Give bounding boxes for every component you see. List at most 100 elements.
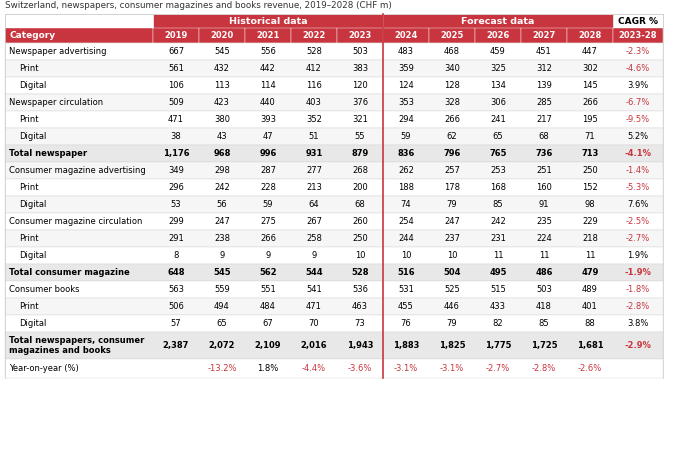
Text: Consumer magazine advertising: Consumer magazine advertising: [9, 166, 146, 175]
Text: 525: 525: [444, 285, 460, 294]
Text: 648: 648: [167, 268, 185, 277]
Text: -1.9%: -1.9%: [624, 268, 652, 277]
Text: 242: 242: [490, 217, 506, 226]
Text: 213: 213: [306, 183, 322, 192]
Text: 5.2%: 5.2%: [627, 132, 649, 141]
Bar: [5, 264, 663, 281]
Text: 291: 291: [168, 234, 184, 243]
Text: 418: 418: [536, 302, 552, 311]
Text: 275: 275: [260, 217, 276, 226]
Text: 468: 468: [444, 47, 460, 56]
Text: 266: 266: [582, 98, 598, 107]
Bar: [383, 14, 613, 28]
Text: 836: 836: [398, 149, 414, 158]
Text: 250: 250: [352, 234, 368, 243]
Text: 736: 736: [536, 149, 553, 158]
Text: 277: 277: [306, 166, 322, 175]
Bar: [5, 145, 663, 162]
Text: 224: 224: [536, 234, 552, 243]
Text: 251: 251: [536, 166, 552, 175]
Text: 353: 353: [398, 98, 414, 107]
Text: 7.6%: 7.6%: [627, 200, 649, 209]
Text: 287: 287: [260, 166, 276, 175]
Text: 294: 294: [398, 115, 414, 124]
Text: 134: 134: [490, 81, 506, 90]
Text: Category: Category: [10, 31, 56, 40]
Text: 8: 8: [174, 251, 178, 260]
Bar: [383, 28, 429, 43]
Text: 349: 349: [168, 166, 184, 175]
Bar: [5, 60, 663, 77]
Text: 152: 152: [582, 183, 598, 192]
Text: 268: 268: [352, 166, 368, 175]
Text: Total newspaper: Total newspaper: [9, 149, 87, 158]
Bar: [5, 179, 663, 196]
Bar: [567, 28, 613, 43]
Text: 228: 228: [260, 183, 276, 192]
Text: 64: 64: [309, 200, 319, 209]
Bar: [5, 230, 663, 247]
Text: 9: 9: [219, 251, 225, 260]
Bar: [5, 77, 663, 94]
Bar: [5, 213, 663, 230]
Text: 120: 120: [352, 81, 368, 90]
Text: 79: 79: [447, 200, 457, 209]
Text: 76: 76: [400, 319, 412, 328]
Text: -2.7%: -2.7%: [486, 364, 510, 373]
Text: 285: 285: [536, 98, 552, 107]
Text: 178: 178: [444, 183, 460, 192]
Text: 10: 10: [447, 251, 457, 260]
Bar: [429, 28, 475, 43]
Text: Print: Print: [19, 234, 38, 243]
Text: -2.5%: -2.5%: [626, 217, 650, 226]
Bar: [153, 28, 199, 43]
Bar: [5, 359, 663, 378]
Text: 503: 503: [352, 47, 368, 56]
Text: Digital: Digital: [19, 81, 46, 90]
Text: 2,387: 2,387: [163, 341, 189, 350]
Text: 879: 879: [351, 149, 369, 158]
Bar: [521, 28, 567, 43]
Text: 376: 376: [352, 98, 368, 107]
Text: 1,681: 1,681: [577, 341, 603, 350]
Text: 168: 168: [490, 183, 506, 192]
Text: 85: 85: [539, 319, 550, 328]
Text: -2.9%: -2.9%: [624, 341, 652, 350]
Text: 463: 463: [352, 302, 368, 311]
Text: 2028: 2028: [578, 31, 601, 40]
Text: 3.9%: 3.9%: [627, 81, 649, 90]
Text: Digital: Digital: [19, 251, 46, 260]
Text: 298: 298: [214, 166, 230, 175]
Text: Total consumer magazine: Total consumer magazine: [9, 268, 130, 277]
Text: 217: 217: [536, 115, 552, 124]
Text: 10: 10: [355, 251, 365, 260]
Text: CAGR %: CAGR %: [618, 17, 658, 26]
Bar: [5, 28, 153, 43]
Bar: [475, 28, 521, 43]
Text: 237: 237: [444, 234, 460, 243]
Text: 128: 128: [444, 81, 460, 90]
Text: 114: 114: [260, 81, 276, 90]
Text: 2020: 2020: [211, 31, 234, 40]
Text: Year-on-year (%): Year-on-year (%): [9, 364, 78, 373]
Text: 258: 258: [306, 234, 322, 243]
Bar: [613, 14, 663, 28]
Text: 65: 65: [493, 132, 503, 141]
Text: 9: 9: [265, 251, 271, 260]
Text: Consumer magazine circulation: Consumer magazine circulation: [9, 217, 142, 226]
Text: 59: 59: [262, 200, 273, 209]
Text: 321: 321: [352, 115, 368, 124]
Text: 38: 38: [171, 132, 181, 141]
Text: 528: 528: [306, 47, 322, 56]
Text: 479: 479: [581, 268, 598, 277]
Bar: [291, 28, 337, 43]
Text: 515: 515: [490, 285, 506, 294]
Text: 2,109: 2,109: [255, 341, 281, 350]
Text: 359: 359: [398, 64, 414, 73]
Text: 116: 116: [306, 81, 322, 90]
Text: 2027: 2027: [533, 31, 556, 40]
Text: Print: Print: [19, 64, 38, 73]
Text: 68: 68: [355, 200, 365, 209]
Text: 484: 484: [260, 302, 276, 311]
Text: 516: 516: [397, 268, 415, 277]
